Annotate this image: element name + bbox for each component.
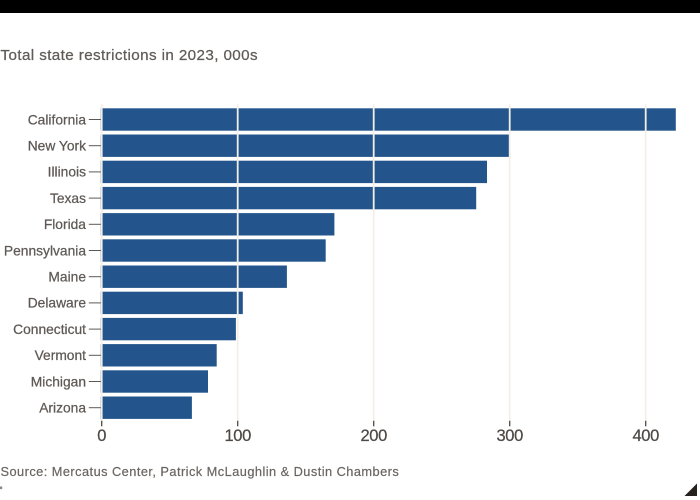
svg-text:Total state restrictions in 20: Total state restrictions in 2023, 000s (1, 47, 259, 64)
svg-text:California: California (28, 112, 87, 127)
svg-text:Maine: Maine (48, 270, 86, 285)
svg-text:100: 100 (225, 427, 252, 445)
svg-text:Delaware: Delaware (28, 296, 87, 311)
svg-text:300: 300 (497, 427, 524, 445)
svg-text:Connecticut: Connecticut (13, 322, 86, 337)
svg-text:Vermont: Vermont (35, 348, 87, 363)
svg-text:0: 0 (97, 427, 106, 445)
svg-text:Arizona: Arizona (39, 401, 86, 416)
svg-text:New York: New York (28, 139, 86, 154)
svg-text:Source: Mercatus Center, Patri: Source: Mercatus Center, Patrick McLaugh… (1, 464, 400, 479)
svg-text:400: 400 (633, 427, 660, 445)
svg-text:Florida: Florida (44, 217, 86, 232)
svg-text:Pennsylvania: Pennsylvania (4, 243, 86, 258)
svg-text:Texas: Texas (50, 191, 86, 206)
svg-text:200: 200 (361, 427, 388, 445)
svg-text:Michigan: Michigan (31, 374, 86, 389)
svg-text:Illinois: Illinois (48, 165, 86, 180)
